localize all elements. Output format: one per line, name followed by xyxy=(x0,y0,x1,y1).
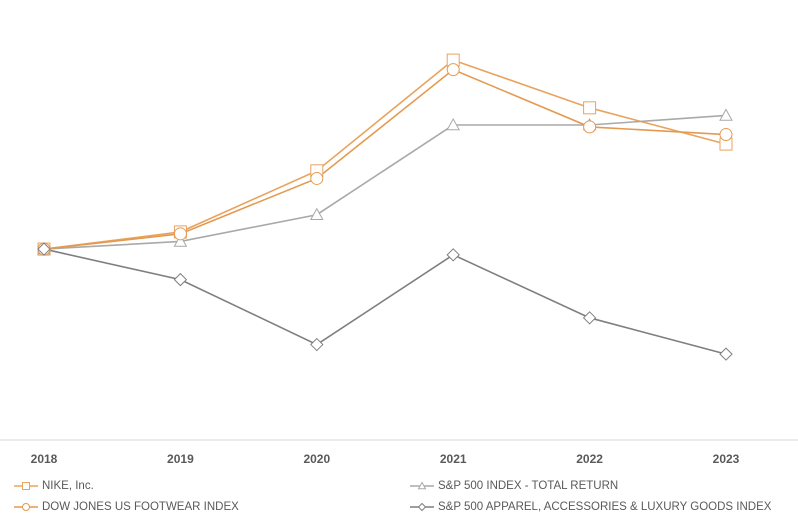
marker xyxy=(310,337,324,352)
marker xyxy=(719,347,733,361)
series-line xyxy=(43,248,727,355)
series-line xyxy=(43,59,727,250)
x-tick-label: 2020 xyxy=(303,452,330,466)
marker xyxy=(417,502,427,512)
marker xyxy=(446,248,460,262)
legend-label: DOW JONES US FOOTWEAR INDEX xyxy=(42,501,239,513)
marker xyxy=(37,242,51,256)
marker xyxy=(719,108,733,121)
marker xyxy=(22,482,30,490)
x-tick-label: 2022 xyxy=(576,452,603,466)
marker xyxy=(309,207,324,221)
marker xyxy=(719,128,733,142)
marker xyxy=(310,171,324,185)
marker xyxy=(582,311,597,325)
x-tick-label: 2018 xyxy=(31,452,58,466)
marker xyxy=(446,117,461,131)
marker xyxy=(583,101,597,115)
marker xyxy=(446,63,460,77)
legend-label: S&P 500 INDEX - TOTAL RETURN xyxy=(438,480,618,492)
marker xyxy=(22,503,30,511)
x-tick-label: 2021 xyxy=(440,452,467,466)
marker xyxy=(173,272,188,287)
marker xyxy=(583,120,597,134)
marker xyxy=(417,481,427,490)
marker xyxy=(173,234,188,247)
marker xyxy=(173,227,187,241)
series-line xyxy=(43,68,727,250)
legend-label: S&P 500 APPAREL, ACCESSORIES & LUXURY GO… xyxy=(438,501,772,513)
legend-label: NIKE, Inc. xyxy=(42,480,94,492)
series-line xyxy=(43,114,727,250)
x-tick-label: 2019 xyxy=(167,452,194,466)
x-tick-label: 2023 xyxy=(713,452,740,466)
